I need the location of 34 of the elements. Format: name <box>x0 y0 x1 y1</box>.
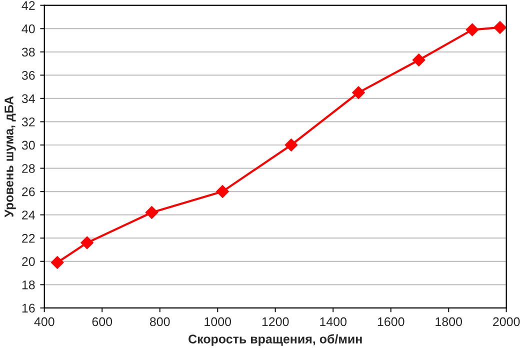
x-tick-label: 1000 <box>204 317 232 326</box>
y-axis-title: Уровень шума, дБА <box>4 96 16 218</box>
y-tick-label: 32 <box>22 118 35 126</box>
y-tick-label: 24 <box>22 210 35 220</box>
x-tick-label: 800 <box>150 317 170 326</box>
point <box>50 256 64 269</box>
y-tick-label: 26 <box>22 187 35 196</box>
x-axis-title: Скорость вращения, об/мин <box>188 334 362 346</box>
point <box>412 54 426 66</box>
point <box>284 138 298 152</box>
x-tick-label: 400 <box>34 317 54 326</box>
x-tick-label: 1800 <box>436 317 462 326</box>
point <box>494 21 506 34</box>
point <box>352 86 365 100</box>
y-tick-label: 20 <box>22 257 35 266</box>
y-tick-label: 18 <box>22 280 35 290</box>
y-tick-label: 42 <box>22 1 35 10</box>
point <box>145 206 158 219</box>
point <box>216 185 229 198</box>
y-tick-label: 38 <box>22 48 35 57</box>
point <box>80 236 94 250</box>
y-tick-label: 36 <box>22 70 35 80</box>
x-tick-label: 1200 <box>262 317 289 326</box>
y-tick-label: 16 <box>22 304 35 313</box>
y-tick-label: 28 <box>22 164 35 173</box>
y-tick-label: 30 <box>22 140 35 150</box>
x-tick-label: 1400 <box>320 317 347 326</box>
x-tick-label: 1600 <box>378 317 404 326</box>
x-tick-label: 2000 <box>493 317 520 326</box>
point <box>466 23 479 36</box>
y-tick-label: 40 <box>22 24 35 34</box>
y-tick-label: 22 <box>22 234 35 243</box>
x-tick-label: 600 <box>92 317 112 326</box>
y-tick-label: 34 <box>22 94 35 104</box>
